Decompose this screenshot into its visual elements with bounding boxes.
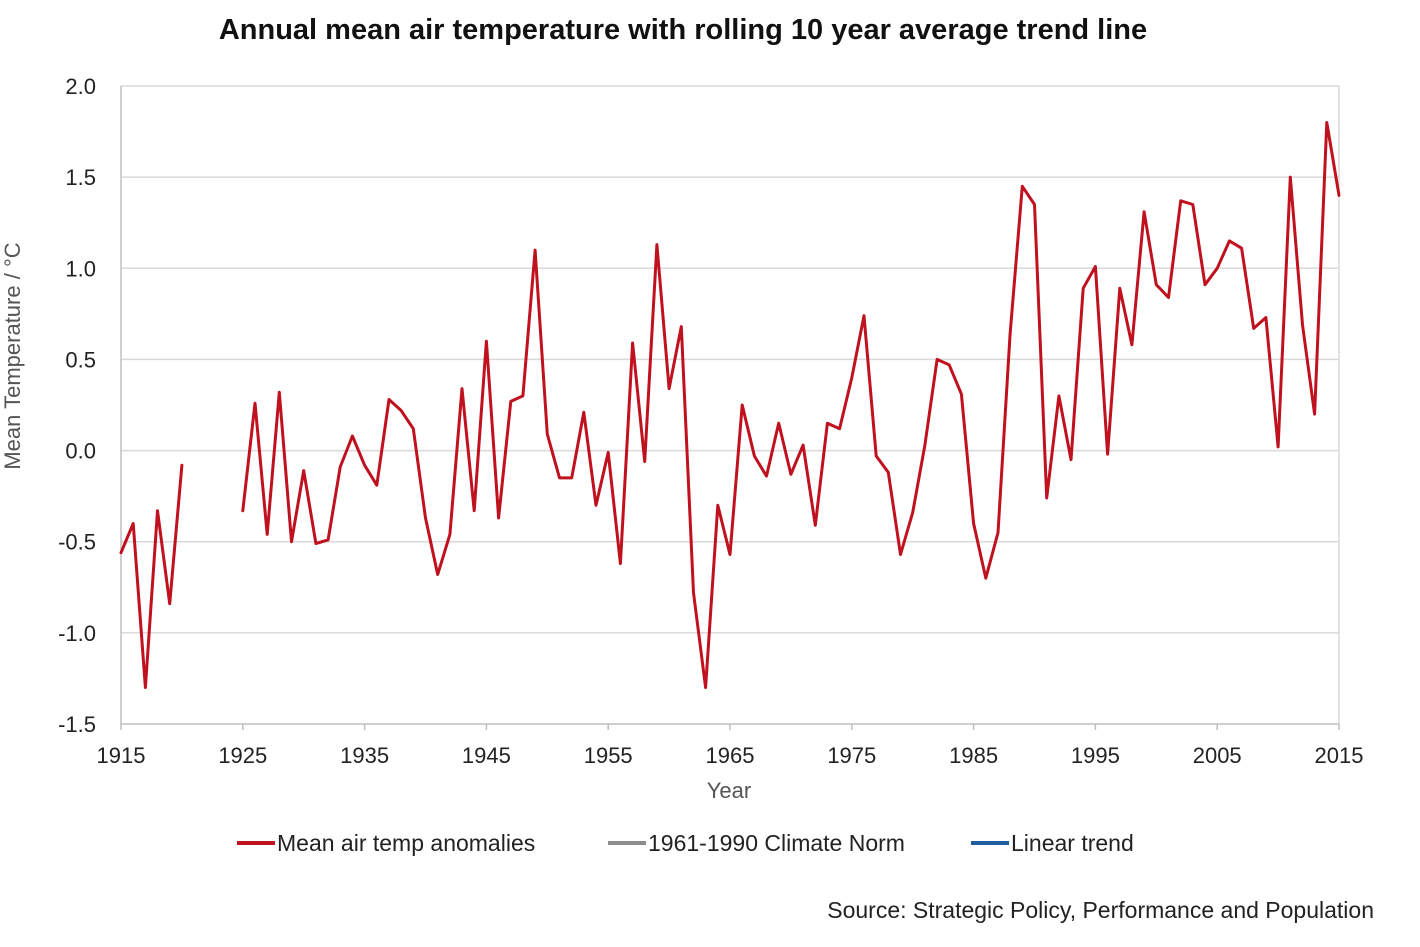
x-tick-label: 1935 — [340, 743, 389, 768]
x-tick-label: 1925 — [218, 743, 267, 768]
y-tick-label: 1.5 — [65, 165, 96, 190]
x-tick-label: 1945 — [462, 743, 511, 768]
series-line-mean-air-temp-anomalies-segment-1 — [119, 463, 184, 689]
axes — [120, 86, 1340, 730]
x-tick-label: 1995 — [1071, 743, 1120, 768]
y-tick-label: 1.0 — [65, 256, 96, 281]
series-line-mean-air-temp-anomalies-segment-2 — [241, 121, 1341, 689]
y-tick-label: 0.5 — [65, 347, 96, 372]
x-tick-label: 1975 — [827, 743, 876, 768]
y-tick-label: -0.5 — [58, 530, 96, 555]
legend-label-linear-trend: Linear trend — [1011, 830, 1134, 856]
x-tick-label: 1965 — [706, 743, 755, 768]
y-tick-label: 0.0 — [65, 439, 96, 464]
x-tick-label: 1955 — [584, 743, 633, 768]
x-axis-title: Year — [707, 778, 751, 803]
x-tick-label: 2015 — [1315, 743, 1364, 768]
x-tick-label: 1985 — [949, 743, 998, 768]
gridlines — [121, 85, 1340, 724]
y-tick-label: -1.0 — [58, 621, 96, 646]
legend-label-mean-air-temp-anomalies: Mean air temp anomalies — [277, 830, 535, 856]
y-tick-label: 2.0 — [65, 74, 96, 99]
x-tick-label: 2005 — [1193, 743, 1242, 768]
legend: Mean air temp anomalies 1961-1990 Climate… — [237, 830, 1134, 856]
chart-title: Annual mean air temperature with rolling… — [218, 14, 1148, 46]
x-tick-label: 1915 — [97, 743, 146, 768]
series-lines — [119, 121, 1341, 689]
y-axis-title: Mean Temperature / °C — [0, 242, 25, 469]
y-tick-label: -1.5 — [58, 712, 96, 737]
legend-label-1961-1990-climate-norm: 1961-1990 Climate Norm — [648, 830, 905, 856]
source-note: Source: Strategic Policy, Performance an… — [827, 897, 1374, 923]
